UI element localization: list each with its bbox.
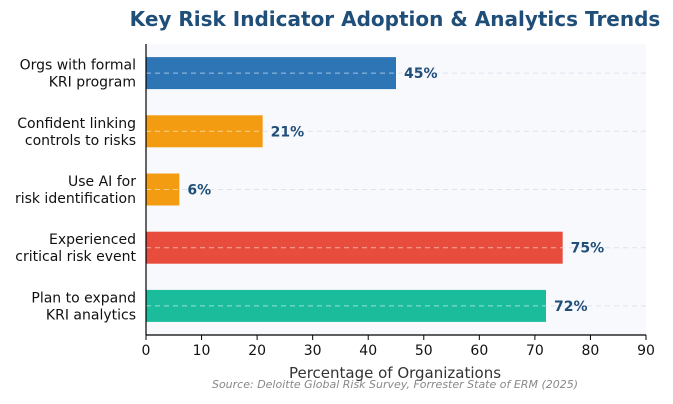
x-tick-label: 20 [248, 343, 266, 359]
chart-title: Key Risk Indicator Adoption & Analytics … [130, 7, 661, 31]
category-label: critical risk event [15, 249, 136, 265]
value-label: 21% [271, 124, 305, 140]
category-label: risk identification [15, 191, 136, 207]
x-tick-label: 80 [582, 343, 600, 359]
category-label: KRI analytics [46, 307, 136, 323]
axes: 0 10 20 30 40 50 60 70 80 90 [142, 44, 655, 359]
value-label: 45% [404, 66, 438, 82]
category-label: controls to risks [25, 133, 136, 149]
x-axis-label: Percentage of Organizations [289, 364, 501, 382]
bars [146, 57, 563, 322]
category-label: Plan to expand [31, 290, 136, 306]
x-tick-label: 60 [470, 343, 488, 359]
x-tick-label: 90 [637, 343, 655, 359]
category-label: Experienced [49, 232, 136, 248]
category-label: Orgs with formal [20, 58, 136, 74]
category-label: Use AI for [68, 174, 136, 190]
category-label: KRI program [49, 75, 136, 91]
value-label: 75% [571, 241, 605, 257]
category-label: Confident linking [17, 116, 136, 132]
x-tick-label: 0 [142, 343, 151, 359]
x-tick-label: 30 [304, 343, 322, 359]
x-tick-label: 40 [359, 343, 377, 359]
source-note: Source: Deloitte Global Risk Survey, For… [212, 378, 578, 391]
value-label: 72% [554, 299, 588, 315]
x-tick-label: 70 [526, 343, 544, 359]
x-tick-label: 10 [193, 343, 211, 359]
value-label: 6% [187, 183, 211, 199]
x-tick-label: 50 [415, 343, 433, 359]
